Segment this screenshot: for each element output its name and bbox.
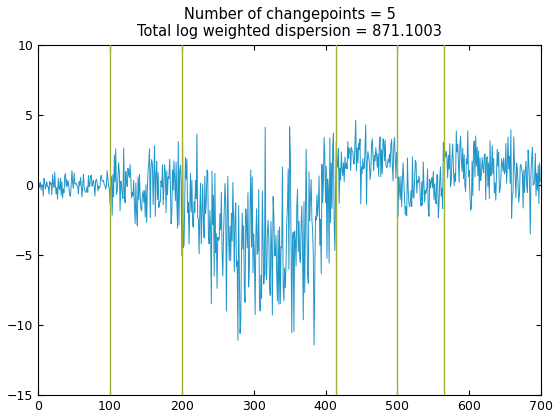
Title: Number of changepoints = 5
Total log weighted dispersion = 871.1003: Number of changepoints = 5 Total log wei… [137, 7, 442, 39]
